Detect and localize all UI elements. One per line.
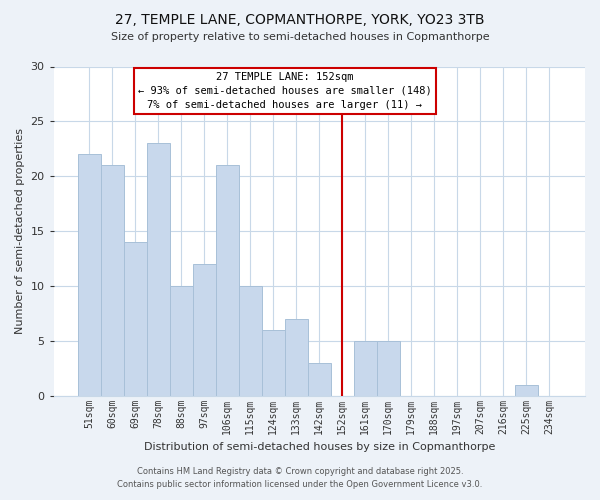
Text: Contains HM Land Registry data © Crown copyright and database right 2025.
Contai: Contains HM Land Registry data © Crown c… bbox=[118, 468, 482, 489]
Text: Size of property relative to semi-detached houses in Copmanthorpe: Size of property relative to semi-detach… bbox=[110, 32, 490, 42]
Text: 27 TEMPLE LANE: 152sqm
← 93% of semi-detached houses are smaller (148)
7% of sem: 27 TEMPLE LANE: 152sqm ← 93% of semi-det… bbox=[138, 72, 432, 110]
Bar bbox=[101, 166, 124, 396]
Bar bbox=[147, 144, 170, 396]
Bar bbox=[285, 319, 308, 396]
Bar bbox=[515, 385, 538, 396]
Bar bbox=[262, 330, 285, 396]
Bar bbox=[216, 166, 239, 396]
Text: 27, TEMPLE LANE, COPMANTHORPE, YORK, YO23 3TB: 27, TEMPLE LANE, COPMANTHORPE, YORK, YO2… bbox=[115, 12, 485, 26]
Bar bbox=[308, 363, 331, 396]
Bar bbox=[193, 264, 216, 396]
Bar bbox=[78, 154, 101, 396]
Bar bbox=[124, 242, 147, 396]
X-axis label: Distribution of semi-detached houses by size in Copmanthorpe: Distribution of semi-detached houses by … bbox=[143, 442, 495, 452]
Bar bbox=[170, 286, 193, 396]
Bar bbox=[354, 341, 377, 396]
Bar bbox=[239, 286, 262, 396]
Bar bbox=[377, 341, 400, 396]
Y-axis label: Number of semi-detached properties: Number of semi-detached properties bbox=[15, 128, 25, 334]
